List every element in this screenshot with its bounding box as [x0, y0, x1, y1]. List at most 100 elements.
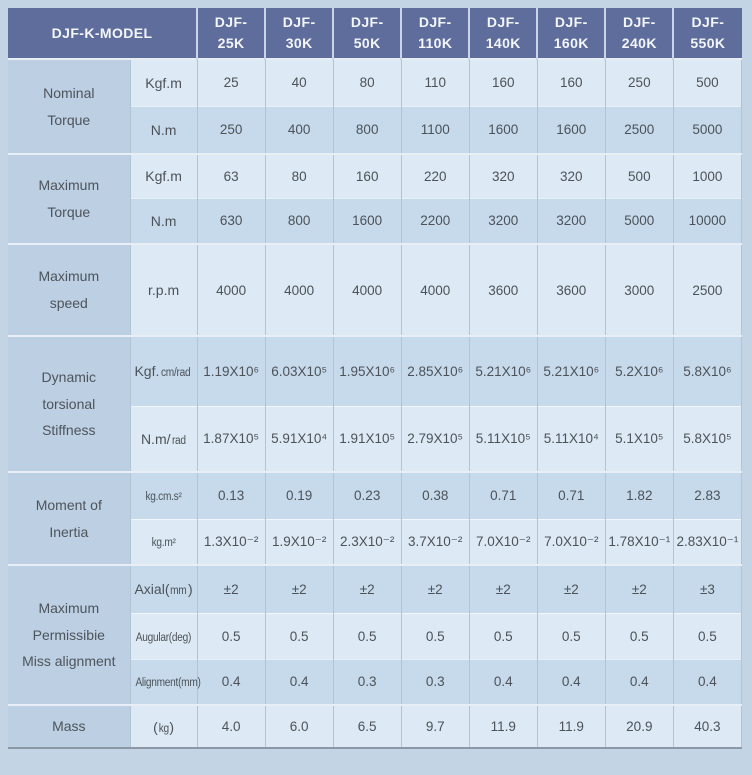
value-cell: 0.5 — [400, 612, 470, 659]
column-header-cell: DJF- 160K — [536, 8, 606, 59]
value-cell: ±2 — [400, 564, 470, 613]
unit-text: N.m — [150, 121, 177, 138]
value-cell: 6.0 — [264, 704, 334, 749]
table-row: Mass (kg) 4.0 6.0 6.5 9.7 11.9 11.9 20.9 40.3 — [8, 704, 743, 749]
value-cell: ±3 — [672, 564, 743, 613]
value-cell: 0.4 — [604, 658, 674, 705]
table-row: Nominal Torque Kgf.m 25 40 80 110 160 160 250 500 — [8, 58, 743, 154]
value-cell: 800 — [332, 105, 402, 154]
value-cell: 11.9 — [468, 704, 538, 749]
table-row: Maximum speed r.p.m 4000 4000 4000 4000 3600 36… — [8, 243, 743, 336]
value-cell: 1100 — [400, 105, 470, 154]
value-cell: 3.7X10⁻² — [400, 518, 470, 565]
value-cell: 3600 — [468, 243, 538, 336]
value-cell: 0.13 — [196, 471, 266, 519]
unit-text: Kgf. — [134, 363, 160, 380]
value-cell: 320 — [468, 153, 538, 198]
value-cell: 5000 — [604, 197, 674, 244]
model-header-cell: DJF-K-MODEL — [8, 8, 198, 59]
value-cell: ±2 — [468, 564, 538, 613]
value-cell: 0.4 — [672, 658, 743, 705]
value-cell: 160 — [468, 58, 538, 106]
unit-text: kg — [158, 722, 169, 735]
unit-cell: Kgf.m — [129, 58, 198, 106]
row-group-label: Maximum speed — [8, 243, 131, 336]
value-cell: 160 — [332, 153, 402, 198]
unit-text: Alignment(mm) — [135, 677, 201, 690]
value-cell: 500 — [672, 58, 743, 106]
unit-text: Axial( — [134, 581, 170, 598]
unit-text: Kgf.m — [145, 74, 182, 91]
value-cell: 25 — [196, 58, 266, 106]
value-cell: 0.38 — [400, 471, 470, 519]
unit-cell: Augular(deg) — [129, 612, 198, 659]
column-header-cell: DJF- 240K — [604, 8, 674, 59]
value-cell: ±2 — [264, 564, 334, 613]
value-cell: ±2 — [332, 564, 402, 613]
value-cell: 4000 — [400, 243, 470, 336]
value-cell: 1.87X10⁵ — [196, 405, 266, 472]
value-cell: 5.21X10⁶ — [468, 335, 538, 406]
value-cell: 10000 — [672, 197, 743, 244]
value-cell: 0.4 — [536, 658, 606, 705]
value-cell: 80 — [332, 58, 402, 106]
value-cell: 0.5 — [536, 612, 606, 659]
row-group-label: Nominal Torque — [8, 58, 131, 154]
value-cell: 0.4 — [196, 658, 266, 705]
value-cell: 20.9 — [604, 704, 674, 749]
column-header-cell: DJF- 30K — [264, 8, 334, 59]
unit-text: ) — [188, 581, 193, 598]
table-row: N.m 630 800 1600 2200 3200 3200 5000 10000 — [8, 197, 743, 244]
value-cell: 220 — [400, 153, 470, 198]
row-group-label: Dynamic torsional Stiffness — [8, 335, 131, 472]
value-cell: 400 — [264, 105, 334, 154]
value-cell: 6.5 — [332, 704, 402, 749]
value-cell: 40 — [264, 58, 334, 106]
value-cell: 250 — [604, 58, 674, 106]
value-cell: 1600 — [468, 105, 538, 154]
unit-text: kg.cm.s² — [145, 491, 182, 504]
value-cell: 4000 — [196, 243, 266, 336]
unit-cell: N.m — [129, 105, 198, 154]
value-cell: 63 — [196, 153, 266, 198]
value-cell: ±2 — [604, 564, 674, 613]
unit-cell: N.m/rad — [129, 405, 198, 472]
value-cell: 2.3X10⁻² — [332, 518, 402, 565]
table-row: Moment of Inertia kg.cm.s² 0.13 0.19 0.23 0.3… — [8, 471, 743, 565]
value-cell: 0.5 — [264, 612, 334, 659]
value-cell: 0.19 — [264, 471, 334, 519]
value-cell: 0.71 — [536, 471, 606, 519]
value-cell: 1.91X10⁵ — [332, 405, 402, 472]
value-cell: 0.5 — [672, 612, 743, 659]
column-header-cell: DJF- 550K — [672, 8, 742, 59]
row-group-label: Maximum Permissibie Miss alignment — [8, 564, 131, 705]
row-group-label: Moment of Inertia — [8, 471, 131, 565]
value-cell: 80 — [264, 153, 334, 198]
value-cell: 2.85X10⁶ — [400, 335, 470, 406]
value-cell: 250 — [196, 105, 266, 154]
value-cell: 3600 — [536, 243, 606, 336]
value-cell: 1600 — [332, 197, 402, 244]
value-cell: 5.11X10⁵ — [468, 405, 538, 472]
value-cell: 320 — [536, 153, 606, 198]
table-header: DJF-K-MODEL DJF- 25K DJF- 30K DJF- 50K DJF- … — [8, 8, 742, 59]
unit-text: mm — [170, 585, 188, 598]
value-cell: 5.1X10⁵ — [604, 405, 674, 472]
unit-cell: Alignment(mm) — [129, 658, 201, 705]
value-cell: 3000 — [604, 243, 674, 336]
header-row: DJF-K-MODEL DJF- 25K DJF- 30K DJF- 50K DJF- … — [8, 8, 742, 59]
value-cell: 500 — [604, 153, 674, 198]
value-cell: 2500 — [604, 105, 674, 154]
value-cell: 0.5 — [332, 612, 402, 659]
value-cell: 6.03X10⁵ — [264, 335, 334, 406]
table-row: Augular(deg) 0.5 0.5 0.5 0.5 0.5 0.5 0.5 0.5 — [8, 612, 743, 659]
value-cell: 2.83X10⁻¹ — [672, 518, 743, 565]
unit-cell: Kgf. cm/rad — [129, 335, 198, 406]
value-cell: 0.71 — [468, 471, 538, 519]
table-row: Maximum Permissibie Miss alignment Axial(… — [8, 564, 743, 705]
unit-text: cm/rad — [161, 367, 191, 380]
unit-text: rad — [171, 434, 186, 447]
table-row: Dynamic torsional Stiffness Kgf. cm/rad 1.1… — [8, 335, 743, 472]
value-cell: 5.8X10⁶ — [672, 335, 743, 406]
unit-text: Kgf.m — [145, 168, 182, 185]
